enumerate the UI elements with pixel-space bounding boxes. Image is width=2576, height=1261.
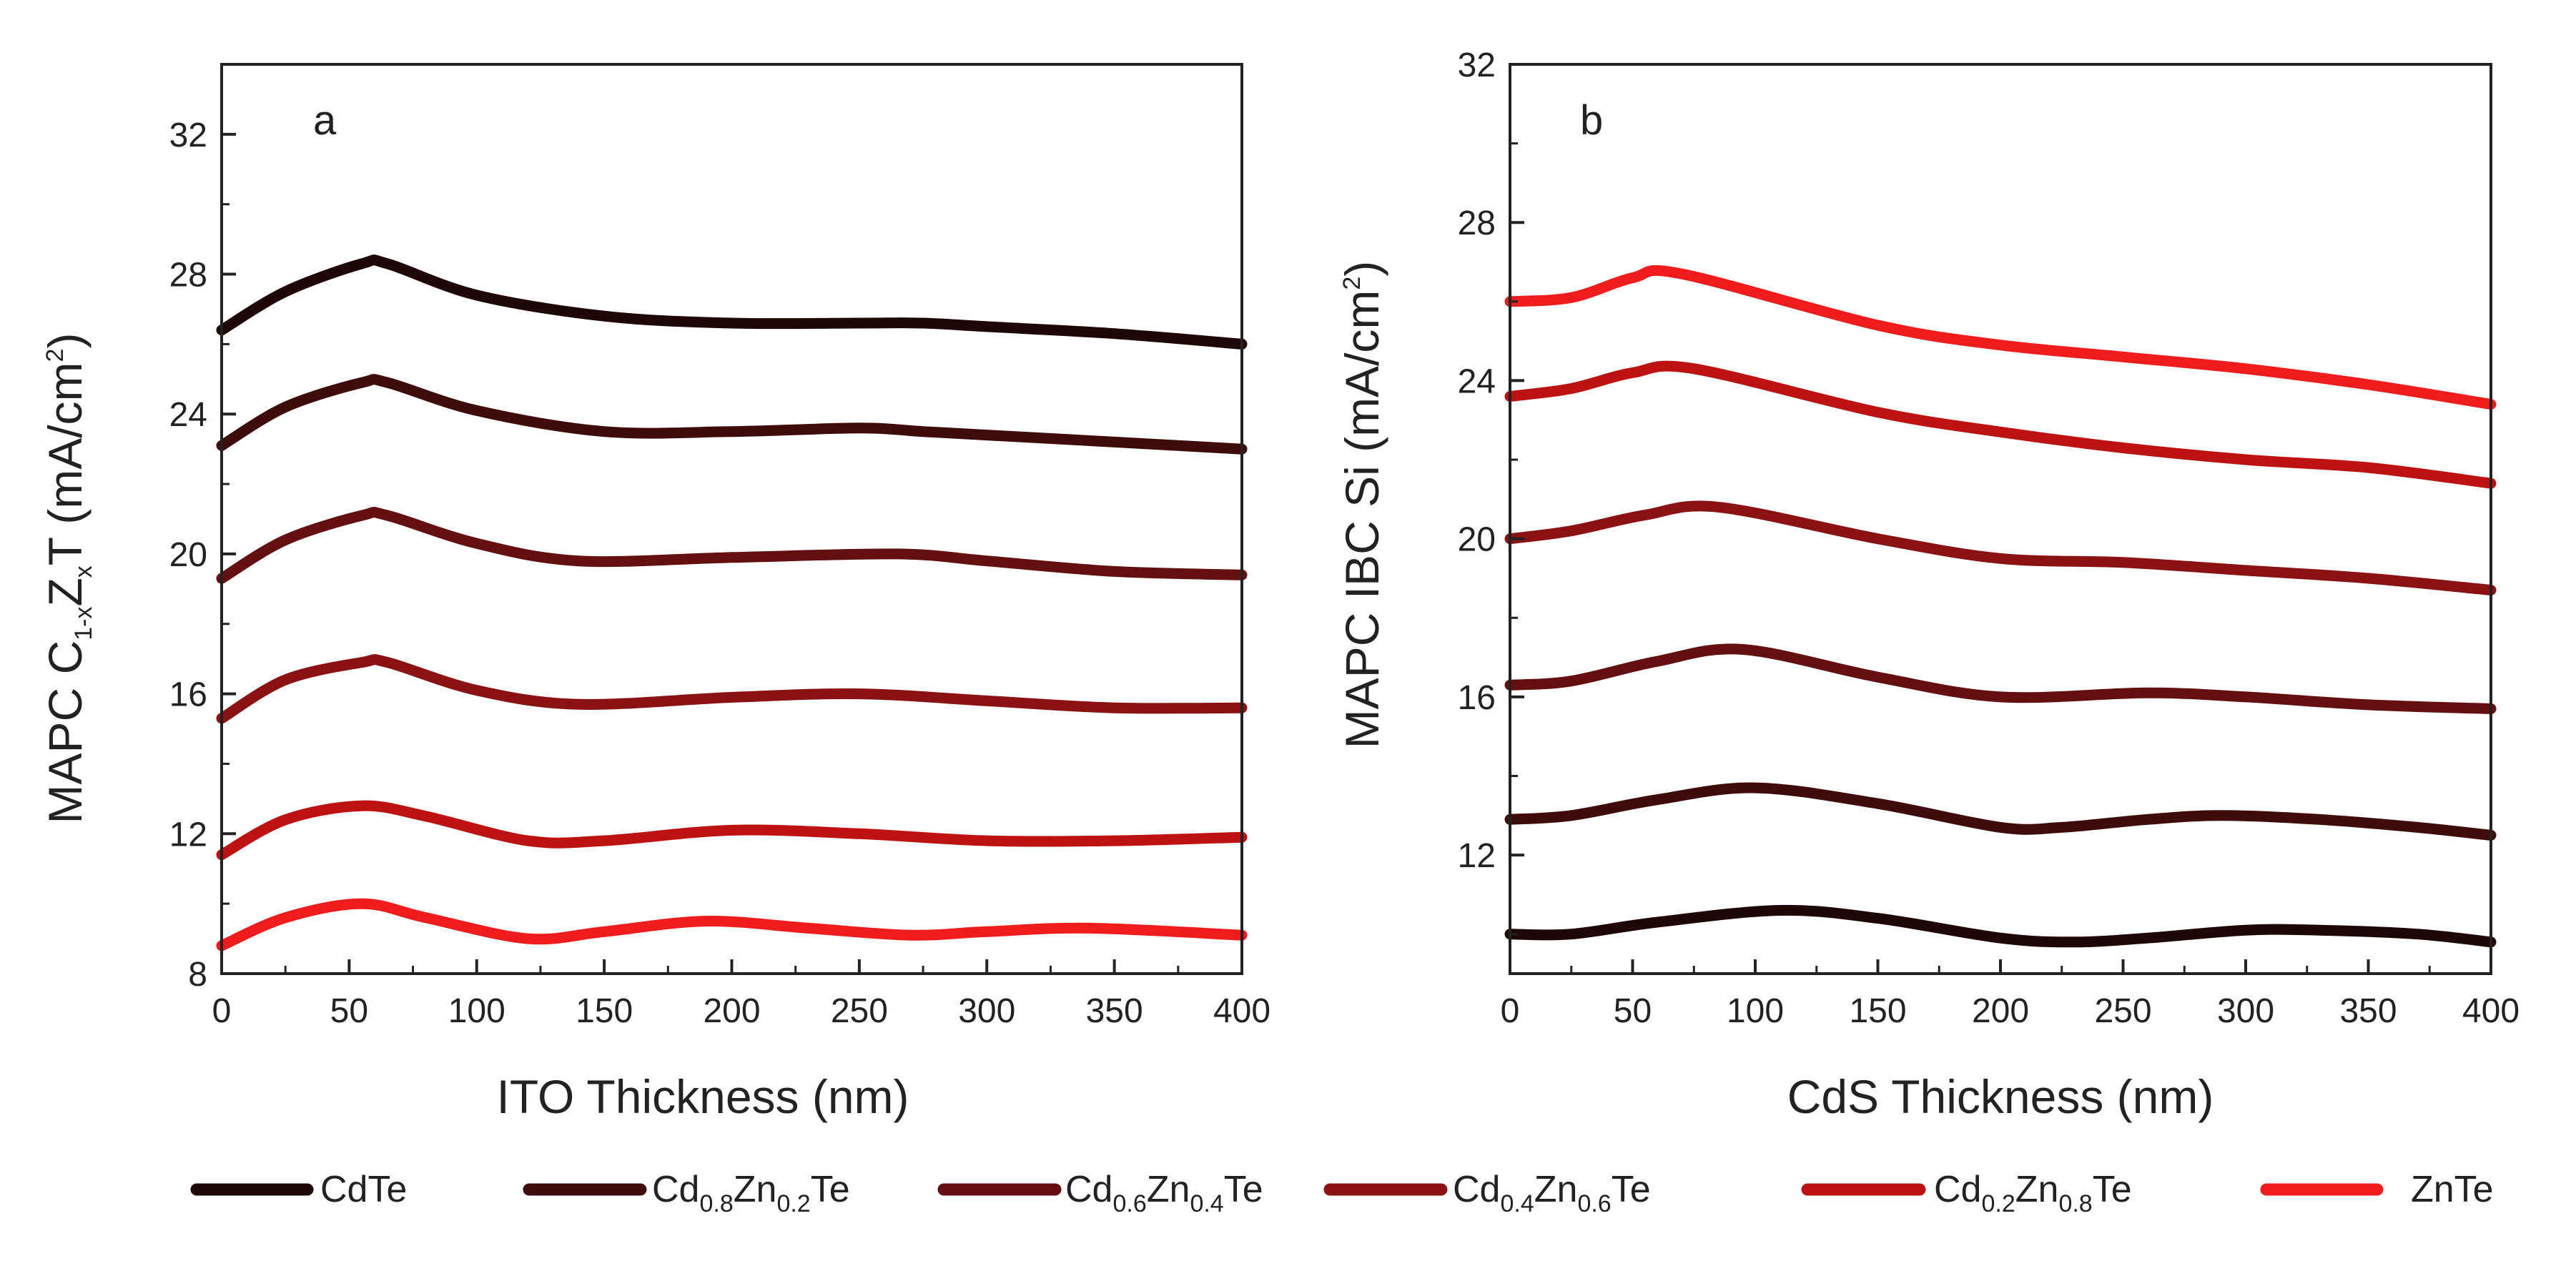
panel-a-y-tick-label: 20	[169, 536, 207, 574]
panel-b-y-axis-title: MAPC IBC Si (mA/cm2)	[1336, 261, 1388, 749]
panel-b-x-tick-label: 0	[1501, 992, 1520, 1030]
panel-a-y-tick-label: 8	[188, 956, 207, 994]
panel-a-x-tick-label: 50	[330, 992, 368, 1030]
panel-b-series-line-cd02zn08te	[1504, 360, 2497, 489]
panel-a-series-line-cd08zn02te	[216, 374, 1248, 455]
panel-a-series	[216, 254, 1248, 951]
panel-b-y-tick-label: 20	[1458, 521, 1496, 559]
panel-a-y-axis-title: MAPC C1-xZxT (mA/cm2)	[39, 333, 97, 824]
panel-b-y-tick-label: 32	[1458, 46, 1496, 84]
panel-a-y-title-part-1: MAPC C	[39, 641, 92, 824]
panel-b-y-tick-label: 16	[1458, 679, 1496, 717]
legend-item-cd06zn04te: Cd0.6Zn0.4Te	[937, 1169, 1263, 1217]
legend: CdTe Cd0.8Zn0.2Te Cd0.6Zn0.4Te Cd0.4Zn0.…	[190, 1169, 2494, 1217]
panel-a-series-line-cd02zn08te	[216, 800, 1248, 861]
panel-b-series-line-cd06zn04te	[1504, 643, 2497, 714]
panel-a-chart: a ITO Thickness (nm) MAPC C1-xZxT (mA/cm…	[39, 63, 1270, 1123]
panel-a-y-title-part-3: T (mA/cm	[39, 362, 92, 565]
legend-label-znte: ZnTe	[2411, 1169, 2494, 1210]
panel-b-plot-frame	[1509, 63, 2492, 975]
legend-item-cd02zn08te: Cd0.2Zn0.8Te	[1801, 1169, 2132, 1217]
panel-b-x-tick-label: 250	[2094, 992, 2151, 1030]
panel-a-y-title-sub-1: 1-x	[70, 607, 97, 641]
panel-a-y-title-sub-2: x	[70, 565, 97, 578]
panel-a-y-tick-label: 24	[169, 396, 207, 434]
panel-a-series-line-cd04zn06te	[216, 654, 1248, 724]
legend-item-znte: ZnTe	[2260, 1169, 2494, 1210]
panel-a-y-title-part-2: Z	[39, 578, 92, 606]
legend-label-cdte: CdTe	[320, 1169, 407, 1210]
panel-a-x-tick-label: 150	[576, 992, 633, 1030]
panel-b-chart: b CdS Thickness (nm) MAPC IBC Si (mA/cm2…	[1336, 46, 2520, 1123]
panel-a-x-tick-label: 0	[212, 992, 232, 1030]
legend-label-cd08zn02te: Cd0.8Zn0.2Te	[652, 1169, 850, 1217]
legend-item-cd08zn02te: Cd0.8Zn0.2Te	[523, 1169, 850, 1217]
panel-a-x-axis-title: ITO Thickness (nm)	[496, 1070, 909, 1123]
panel-b-x-tick-label: 150	[1849, 992, 1906, 1030]
panel-a-x-tick-label: 350	[1086, 992, 1143, 1030]
panel-b-x-tick-label: 350	[2339, 992, 2397, 1030]
panel-a-x-tick-label: 400	[1213, 992, 1270, 1030]
panel-b-y-tick-label: 12	[1458, 837, 1496, 875]
panel-b-series-line-cdte	[1504, 904, 2497, 948]
panel-a-series-line-znte	[216, 898, 1248, 951]
panel-a-x-tick-label: 300	[958, 992, 1015, 1030]
panel-b-series	[1504, 264, 2497, 948]
panel-b-letter: b	[1580, 97, 1603, 144]
panel-a-y-title-part-4: )	[39, 333, 92, 349]
panel-b-y-title-part-1: MAPC IBC Si (mA/cm	[1336, 290, 1388, 749]
legend-label-cd04zn06te: Cd0.4Zn0.6Te	[1453, 1169, 1651, 1217]
panel-a-y-title-sup: 2	[41, 349, 69, 362]
panel-b-y-title-part-2: )	[1336, 261, 1388, 277]
panel-b-series-line-znte	[1504, 264, 2497, 410]
panel-b-series-line-cd04zn06te	[1504, 500, 2497, 595]
panel-b-x-tick-label: 400	[2462, 992, 2520, 1030]
legend-label-cd02zn08te: Cd0.2Zn0.8Te	[1934, 1169, 2132, 1217]
panel-a-series-line-cdte	[216, 254, 1248, 350]
panel-a-x-tick-label: 250	[831, 992, 888, 1030]
panel-b-x-tick-label: 300	[2217, 992, 2274, 1030]
panel-b-y-tick-label: 28	[1458, 204, 1496, 242]
panel-a-y-tick-label: 12	[169, 816, 207, 854]
legend-item-cd04zn06te: Cd0.4Zn0.6Te	[1323, 1169, 1651, 1217]
panel-b-y-tick-label: 24	[1458, 362, 1496, 400]
panel-a-x-tick-label: 100	[448, 992, 505, 1030]
panel-b-x-tick-label: 200	[1972, 992, 2029, 1030]
panel-b-x-tick-label: 100	[1727, 992, 1784, 1030]
panel-a-y-tick-label: 28	[169, 257, 207, 295]
panel-a-x-tick-label: 200	[703, 992, 760, 1030]
legend-label-cd06zn04te: Cd0.6Zn0.4Te	[1065, 1169, 1263, 1217]
panel-a-y-tick-label: 32	[169, 117, 207, 154]
panel-b-series-line-cd08zn02te	[1504, 782, 2497, 841]
panel-a-letter: a	[313, 97, 337, 144]
panel-b-y-title-sup: 2	[1338, 277, 1366, 290]
panel-b-x-tick-label: 50	[1614, 992, 1652, 1030]
panel-a-y-tick-label: 16	[169, 676, 207, 714]
panel-a-series-line-cd06zn04te	[216, 507, 1248, 584]
legend-item-cdte: CdTe	[190, 1169, 407, 1210]
panel-b-x-axis-title: CdS Thickness (nm)	[1787, 1070, 2214, 1123]
